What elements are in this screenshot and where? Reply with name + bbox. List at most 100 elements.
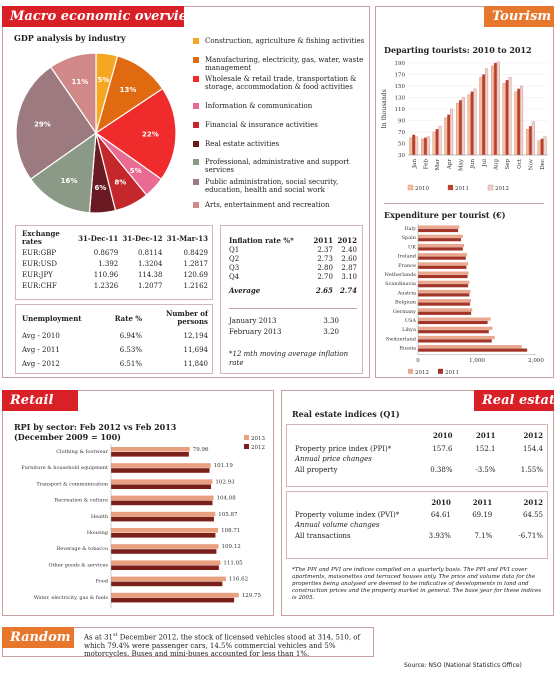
exchange-rates-box: Exchange rates 31-Dec-11 31-Dec-12 31-Ma… — [15, 225, 213, 300]
expenditure-bar — [418, 271, 469, 275]
x-tick-label: Apr — [447, 159, 453, 170]
data-label: 111.05 — [223, 560, 243, 566]
rpi-bar — [111, 495, 214, 501]
rpi-bar — [111, 468, 210, 473]
ppi-value: 157.6 — [432, 445, 453, 453]
tourism-bar — [514, 91, 518, 156]
exchange-row: EUR:CHF 1.2326 1.2077 1.2162 — [22, 279, 208, 290]
exchange-row-cell: EUR:USD — [22, 260, 57, 268]
expenditure-bar — [418, 274, 468, 279]
ppi-label: Property price index (PPI)* — [295, 445, 392, 453]
expenditure-bar — [418, 299, 472, 303]
rpi-bar — [111, 581, 223, 587]
gdp-legend-label: Real estate activities — [205, 140, 280, 148]
gdp-legend-item: Financial & insurance activities — [193, 121, 318, 129]
rpi-bar — [111, 565, 219, 570]
exchange-header: 31-Dec-12 — [122, 233, 163, 243]
expenditure-bar — [418, 293, 470, 297]
exchange-row-cell: 0.8679 — [93, 249, 119, 257]
category-label: Spain — [402, 235, 417, 241]
legend-label: 2011 — [445, 370, 459, 375]
category-label: Netherlands — [385, 272, 417, 278]
inflation-month-value: 3.20 — [323, 328, 339, 336]
gdp-legend-label: Wholesale & retail trade, transportation… — [205, 75, 357, 91]
retail-title: Retail — [2, 390, 78, 411]
tourism-bar — [423, 137, 427, 156]
realestate-panel — [281, 390, 554, 616]
gdp-legend-item: Professional, administrative and support… — [193, 158, 365, 174]
expenditure-bar — [418, 345, 522, 349]
category-label: Germany — [393, 309, 416, 315]
unemployment-row: Avg - 2012 6.51% 11,840 — [22, 354, 208, 368]
rpi-bar — [111, 533, 216, 538]
inflation-row-cell: 2.80 — [317, 264, 333, 272]
tourism-bar — [421, 138, 424, 156]
expenditure-bar — [418, 339, 492, 343]
all-transactions-value: -6.71% — [518, 532, 543, 540]
pvi-change-label: Annual volume changes — [295, 521, 380, 529]
inflation-row: Q3 2.80 2.87 — [229, 263, 357, 272]
pvi-value: 69.19 — [472, 511, 493, 519]
pie-slice — [94, 87, 177, 180]
pie-slice-label: 22% — [142, 131, 159, 139]
tourism-bar — [450, 108, 454, 156]
unemployment-row-cell: Avg - 2010 — [22, 332, 60, 340]
rpi-bar — [111, 484, 211, 489]
inflation-month-label: January 2013 — [229, 317, 277, 325]
expenditure-bar — [418, 247, 463, 251]
all-transactions-label: All transactions — [295, 532, 351, 540]
inflation-row-cell: 2.40 — [341, 246, 357, 254]
tourism-bar — [531, 121, 535, 156]
inflation-row-cell: 2.73 — [317, 255, 333, 263]
unemployment-row-cell: 12,194 — [183, 332, 209, 340]
y-tick-label: 50 — [398, 142, 405, 148]
y-tick-label: 30 — [398, 153, 405, 159]
ppi-box: 2010 2011 2012 Property price index (PPI… — [286, 424, 548, 487]
rpi-bar — [111, 544, 219, 549]
x-tick-label: Feb — [424, 159, 430, 170]
inflation-row-cell: Q2 — [229, 255, 240, 263]
ppi-value: 154.4 — [522, 445, 543, 453]
data-label: 116.62 — [229, 577, 248, 583]
year-header: 2012 — [523, 498, 543, 507]
random-title: Random — [2, 627, 74, 648]
y-tick-label: 70 — [398, 130, 405, 136]
y-axis-label: In thousands — [381, 89, 388, 128]
gdp-legend-swatch — [193, 103, 199, 109]
tourism-bar — [447, 114, 451, 156]
rpi-bar — [111, 500, 213, 506]
exchange-row-cell: EUR:JPY — [22, 271, 53, 279]
rpi-bar — [111, 576, 226, 582]
category-label: Transport & communication — [36, 481, 108, 487]
rpi-bar — [111, 463, 211, 468]
year-header: 2012 — [523, 431, 543, 440]
gdp-legend: Construction, agriculture & fishing acti… — [193, 37, 365, 222]
unemployment-table: Unemployment Rate % Number of persons Av… — [22, 310, 209, 369]
expenditure-bar — [418, 330, 489, 334]
pvi-value: 64.55 — [522, 511, 543, 519]
category-label: UK — [408, 244, 416, 250]
y-tick-label: 90 — [398, 119, 405, 125]
data-label: 104.08 — [217, 496, 237, 502]
pie-slice — [15, 66, 97, 180]
rpi-bar — [111, 479, 213, 484]
random-text-pre: As at 31 — [84, 633, 113, 642]
pvi-table: 2010 2011 2012 Property volume index (PV… — [295, 498, 543, 540]
x-tick-label: 0 — [416, 358, 420, 364]
pie-slice-label: 13% — [120, 86, 137, 94]
y-tick-label: 170 — [395, 73, 406, 79]
x-tick-label: Jul — [482, 159, 488, 168]
all-property-value: 0.38% — [430, 466, 453, 474]
pie-slice-label: 8% — [114, 179, 126, 187]
source-note: Source: NSO (National Statistics Office) — [404, 662, 522, 669]
expenditure-bar — [418, 348, 528, 352]
gdp-legend-label: Professional, administrative and support… — [205, 158, 350, 174]
expenditure-bar — [418, 262, 469, 266]
expenditure-chart: Italy Spain UK Ireland France Netherlands Scan… — [385, 224, 544, 375]
random-text: As at 31st December 2012, the stock of l… — [84, 631, 370, 659]
category-label: Beverage & tobacco — [57, 546, 108, 552]
tourism-bar — [470, 91, 474, 156]
gdp-legend-item: Arts, entertainment and recreation — [193, 201, 330, 209]
tourism-bar — [496, 61, 500, 156]
legend-swatch — [244, 435, 249, 440]
